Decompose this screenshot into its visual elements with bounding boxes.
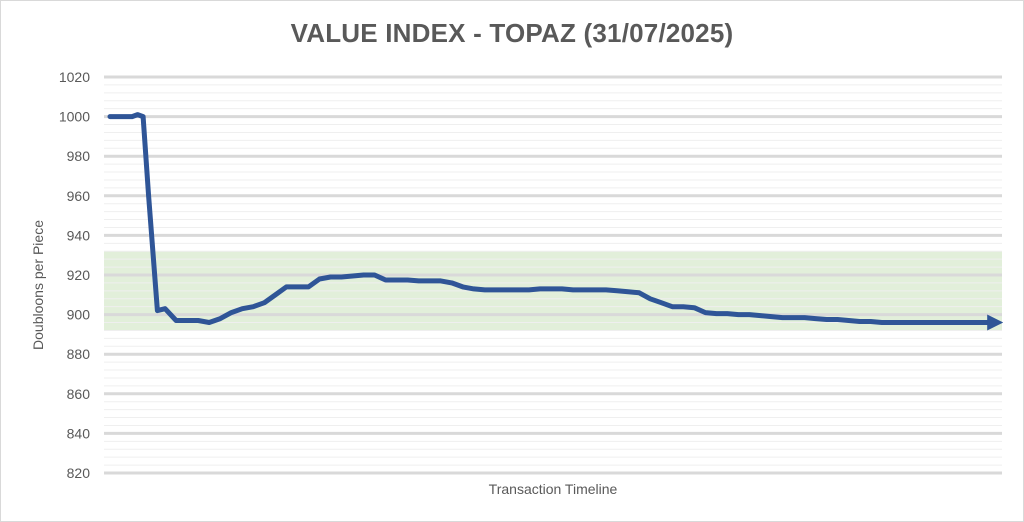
y-tick-label: 1020: [59, 69, 90, 85]
y-tick-label: 940: [67, 227, 91, 243]
y-tick-label: 840: [67, 425, 91, 441]
y-tick-label: 960: [67, 188, 91, 204]
y-tick-label: 1000: [59, 109, 90, 125]
y-tick-label: 860: [67, 386, 91, 402]
x-axis-label: Transaction Timeline: [489, 481, 618, 497]
y-tick-label: 920: [67, 267, 91, 283]
chart-title: VALUE INDEX - TOPAZ (31/07/2025): [290, 18, 734, 48]
y-axis-label: Doubloons per Piece: [30, 220, 46, 350]
y-tick-label: 820: [67, 465, 91, 481]
y-tick-label: 880: [67, 346, 91, 362]
series-line: [107, 112, 1004, 331]
y-tick-label: 980: [67, 148, 91, 164]
y-tick-label: 900: [67, 307, 91, 323]
